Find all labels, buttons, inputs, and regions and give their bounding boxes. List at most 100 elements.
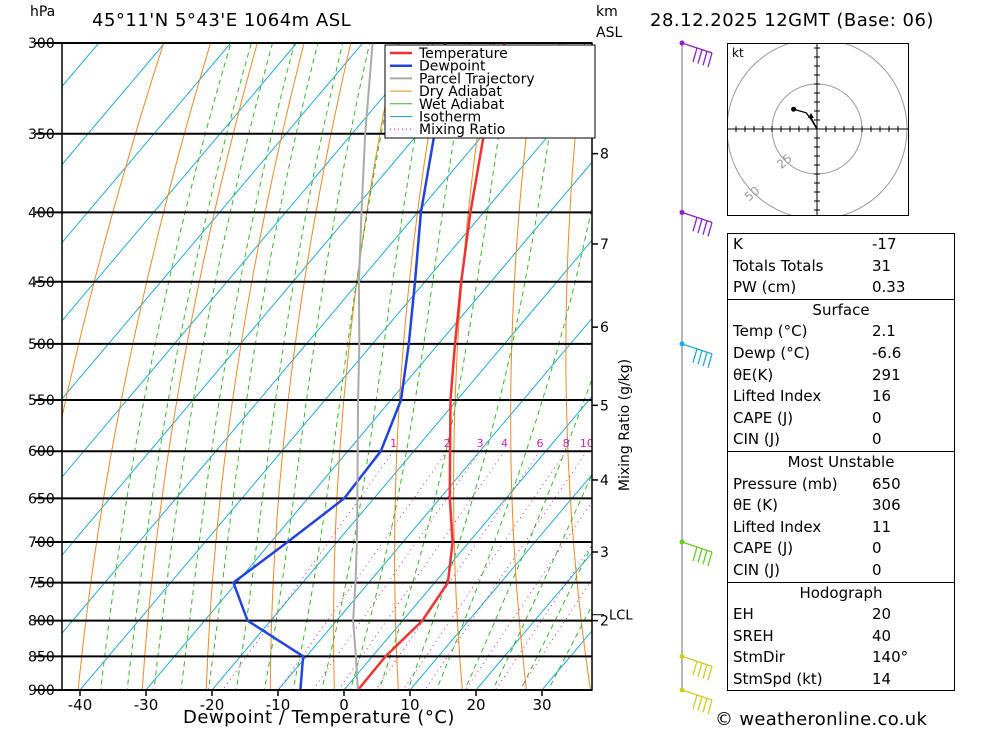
legend-item: Isotherm bbox=[419, 110, 481, 126]
hodograph-plot: kt255075 bbox=[681, 0, 953, 265]
indices-general: K -17 Totals Totals 31 PW (cm) 0.33 bbox=[728, 234, 954, 299]
index-label: Temp (°C) bbox=[733, 322, 808, 341]
wet-adiabat-line bbox=[407, 43, 564, 690]
wet-adiabat-line bbox=[153, 43, 273, 690]
isotherm-line bbox=[62, 43, 166, 166]
wind-barb bbox=[681, 541, 713, 567]
index-label: CAPE (J) bbox=[733, 408, 794, 427]
index-label: CAPE (J) bbox=[733, 539, 794, 558]
isotherm-line bbox=[62, 43, 298, 322]
dry-adiabat-line bbox=[269, 43, 352, 690]
km-tick-label: 2 bbox=[600, 614, 609, 630]
dry-adiabat-line bbox=[565, 43, 591, 690]
x-tick-label: 0 bbox=[339, 696, 349, 714]
datetime-title: 28.12.2025 12GMT (Base: 06) bbox=[650, 10, 934, 31]
x-tick-label: -20 bbox=[200, 696, 225, 714]
index-row: CIN (J) 0 bbox=[728, 429, 954, 451]
lcl-label: LCL bbox=[609, 609, 633, 624]
mixing-ratio-label: 4 bbox=[501, 437, 508, 450]
isotherm-line bbox=[62, 43, 562, 634]
legend-item: Dry Adiabat bbox=[419, 84, 502, 100]
index-value: 650 bbox=[872, 474, 901, 493]
index-label: Lifted Index bbox=[733, 387, 822, 406]
indices-most-unstable: Most Unstable Pressure (mb) 650 θE (K) 306 Li… bbox=[728, 450, 954, 582]
index-label: CIN (J) bbox=[733, 430, 781, 449]
indices-hodograph: Hodograph EH 20 SREH 40 StmDir 140° StmSpd (kt)… bbox=[728, 581, 954, 691]
index-row: Lifted Index 11 bbox=[728, 517, 954, 539]
legend-item: Temperature bbox=[418, 46, 508, 62]
index-row: Totals Totals 31 bbox=[728, 256, 954, 278]
index-label: θE(K) bbox=[733, 365, 774, 384]
index-value: 0.33 bbox=[872, 278, 906, 297]
index-value: 0 bbox=[872, 560, 882, 579]
dry-adiabat-line bbox=[510, 43, 539, 690]
pressure-tick-label: 700 bbox=[28, 535, 55, 551]
km-tick-label: 4 bbox=[600, 473, 609, 489]
mixing-ratio-label: 6 bbox=[536, 437, 543, 450]
profile-temperature bbox=[356, 43, 506, 690]
index-label: PW (cm) bbox=[733, 278, 797, 297]
index-row: EH 20 bbox=[728, 604, 954, 626]
hodograph-unit: kt bbox=[732, 46, 744, 60]
mixing-ratio-label: 2 bbox=[444, 437, 451, 450]
index-row: Lifted Index 16 bbox=[728, 386, 954, 408]
wet-adiabat-line bbox=[320, 43, 434, 690]
wet-adiabat-line bbox=[349, 43, 471, 690]
km-tick-label: 8 bbox=[600, 147, 609, 163]
legend-item: Parcel Trajectory bbox=[419, 71, 535, 87]
dry-adiabat-line bbox=[959, 43, 1000, 690]
isotherm-line bbox=[62, 43, 430, 478]
index-row: θE (K) 306 bbox=[728, 495, 954, 517]
isotherm-line bbox=[211, 239, 592, 690]
isotherm-line bbox=[145, 161, 592, 690]
km-tick-label: 7 bbox=[600, 237, 609, 253]
pressure-tick-label: 550 bbox=[28, 393, 55, 409]
index-row: CAPE (J) 0 bbox=[728, 408, 954, 430]
index-value: 14 bbox=[872, 669, 892, 688]
index-row: CIN (J) 0 bbox=[728, 560, 954, 582]
index-row: SREH 40 bbox=[728, 626, 954, 648]
index-label: Totals Totals bbox=[733, 256, 824, 275]
index-value: 0 bbox=[872, 408, 882, 427]
index-value: -17 bbox=[872, 235, 897, 253]
pressure-tick-label: 400 bbox=[28, 205, 55, 221]
mixing-ratio-line bbox=[402, 450, 567, 690]
indices-table: K -17 Totals Totals 31 PW (cm) 0.33 Surface Tem… bbox=[727, 233, 955, 692]
hodograph-trace-end bbox=[791, 106, 797, 112]
wet-adiabat-line bbox=[378, 43, 514, 690]
x-tick-label: 30 bbox=[532, 696, 551, 714]
wet-adiabat-line bbox=[126, 43, 252, 690]
index-value: 40 bbox=[872, 626, 892, 645]
pressure-tick-label: 850 bbox=[28, 649, 55, 665]
x-tick-label: 10 bbox=[400, 696, 419, 714]
dry-adiabat-line bbox=[77, 43, 211, 690]
copyright-text: © weatheronline.co.uk bbox=[715, 709, 928, 730]
wet-adiabat-line bbox=[464, 377, 592, 690]
x-axis-label: Dewpoint / Temperature (°C) bbox=[183, 707, 455, 728]
isotherm-line bbox=[79, 83, 592, 690]
section-title: Surface bbox=[812, 300, 870, 319]
hodograph-panel: kt255075 bbox=[681, 0, 953, 265]
x-tick-label: -40 bbox=[68, 696, 93, 714]
index-value: 291 bbox=[872, 365, 901, 384]
wet-adiabat-line bbox=[100, 43, 232, 690]
x-tick-label: 20 bbox=[466, 696, 485, 714]
wet-adiabat-line bbox=[292, 43, 400, 690]
mixing-ratio-axis-label: Mixing Ratio (g/kg) bbox=[617, 359, 633, 491]
legend-box bbox=[384, 44, 596, 139]
isotherm-line bbox=[62, 43, 496, 556]
wind-barb bbox=[681, 655, 713, 681]
pressure-tick-label: 350 bbox=[28, 127, 55, 143]
profile-dewpoint bbox=[231, 43, 447, 690]
storm-motion-arrow bbox=[809, 115, 818, 130]
index-row: K -17 bbox=[728, 234, 954, 256]
index-value: 16 bbox=[872, 387, 892, 406]
height-unit-km: km bbox=[596, 4, 618, 20]
index-row: θE(K) 291 bbox=[728, 365, 954, 387]
profile-parcel-trajectory bbox=[352, 43, 374, 690]
location-title: 45°11'N 5°43'E 1064m ASL bbox=[92, 10, 352, 31]
mixing-ratio-label: 8 bbox=[563, 437, 570, 450]
km-tick-label: 5 bbox=[600, 398, 609, 414]
index-label: StmDir bbox=[733, 648, 785, 667]
